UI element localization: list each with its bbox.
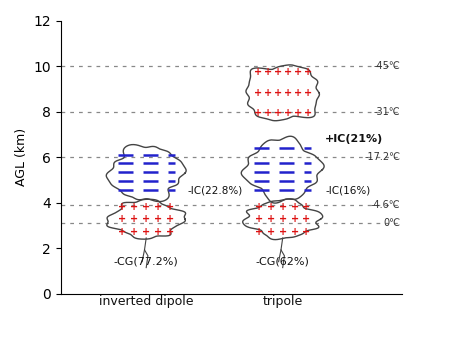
Y-axis label: AGL (km): AGL (km) [15, 128, 28, 186]
Text: +: + [293, 88, 301, 98]
Text: +: + [142, 202, 150, 212]
Text: +: + [142, 227, 150, 237]
Text: +: + [279, 202, 287, 212]
Text: +: + [166, 214, 174, 224]
Text: +: + [283, 108, 292, 118]
Text: +: + [118, 227, 127, 237]
Text: +: + [279, 214, 287, 224]
Text: +: + [166, 227, 174, 237]
Text: -45℃: -45℃ [374, 61, 401, 71]
Text: +: + [267, 202, 275, 212]
Text: +: + [130, 202, 138, 212]
Text: +: + [267, 214, 275, 224]
Text: -IC(16%): -IC(16%) [325, 185, 371, 195]
Text: +: + [303, 108, 311, 118]
Text: +: + [154, 214, 162, 224]
Text: +: + [166, 202, 174, 212]
Text: +: + [303, 88, 311, 98]
Text: +: + [302, 227, 310, 237]
Text: +: + [255, 202, 263, 212]
Text: +: + [254, 88, 262, 98]
Text: +IC(21%): +IC(21%) [325, 134, 383, 144]
Text: 0℃: 0℃ [383, 218, 401, 228]
Text: +: + [303, 67, 311, 78]
Text: +: + [273, 67, 282, 78]
Text: +: + [291, 214, 299, 224]
Text: +: + [291, 202, 299, 212]
Text: +: + [293, 108, 301, 118]
Text: +: + [154, 227, 162, 237]
Text: +: + [264, 67, 272, 78]
Text: +: + [273, 88, 282, 98]
Text: +: + [142, 214, 150, 224]
Text: +: + [291, 227, 299, 237]
Text: +: + [118, 202, 127, 212]
Text: +: + [293, 67, 301, 78]
Text: +: + [302, 202, 310, 212]
Text: +: + [279, 227, 287, 237]
Text: -CG(62%): -CG(62%) [256, 257, 310, 267]
Text: +: + [118, 214, 127, 224]
Text: +: + [154, 202, 162, 212]
Text: +: + [273, 108, 282, 118]
Text: +: + [302, 214, 310, 224]
Text: +: + [267, 227, 275, 237]
Text: +: + [255, 214, 263, 224]
Text: +: + [264, 108, 272, 118]
Text: +: + [264, 88, 272, 98]
Text: -CG(77.2%): -CG(77.2%) [114, 257, 179, 267]
Text: inverted dipole: inverted dipole [99, 295, 193, 308]
Text: -17.2℃: -17.2℃ [365, 152, 401, 162]
Text: +: + [130, 214, 138, 224]
Text: -31℃: -31℃ [374, 107, 401, 117]
Text: -4.6℃: -4.6℃ [371, 200, 401, 210]
Text: +: + [254, 108, 262, 118]
Text: -IC(22.8%): -IC(22.8%) [187, 185, 242, 195]
Text: +: + [283, 67, 292, 78]
Text: +: + [255, 227, 263, 237]
Text: +: + [130, 227, 138, 237]
Text: +: + [283, 88, 292, 98]
Text: tripole: tripole [263, 295, 303, 308]
Text: +: + [254, 67, 262, 78]
